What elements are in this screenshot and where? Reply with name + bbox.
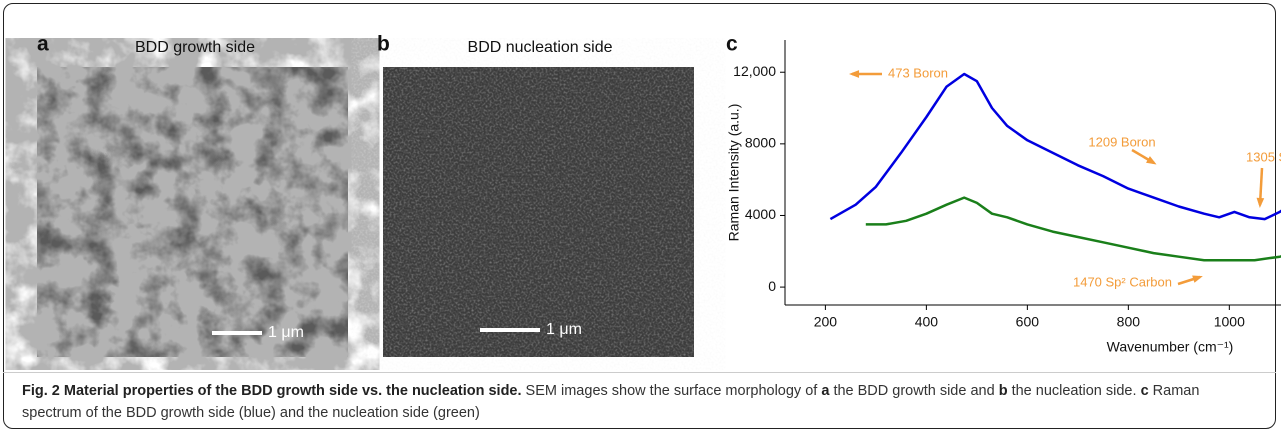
arrow-head [849,70,860,78]
x-tick-label: 200 [814,314,838,330]
panel-label: c [726,33,738,56]
arrow-head [1256,197,1265,208]
series-line [829,72,1281,221]
caption-text: c [1140,383,1149,399]
y-tick-label: 4000 [745,206,776,222]
panel-label: b [377,33,390,56]
figure: a BDD growth side 1 μm b BDD nucleation … [37,33,1281,357]
y-axis-label: Raman Intensity (a.u.) [726,104,742,242]
scale-label: 1 μm [546,321,582,338]
caption-text: the BDD growth side and [829,383,999,399]
series-line [865,196,1281,262]
annotation: 473 Boron [888,65,948,80]
caption: Fig. 2 Material properties of the BDD gr… [22,380,1262,424]
scale-label: 1 μm [268,324,304,341]
caption-text: b [998,383,1008,399]
annotation: 1470 Sp² Carbon [1073,274,1172,289]
sem-texture [383,67,694,357]
panel-title: BDD growth side [135,39,255,56]
panel-title: BDD nucleation side [468,39,613,56]
caption-text: Raman spectrum of the BDD growth side (b… [22,383,1200,421]
arrow-head [1192,275,1203,283]
arrow-head [1146,156,1157,165]
separator [3,372,1276,373]
x-tick-label: 800 [1117,314,1141,330]
annotation: 1209 Boron [1088,134,1155,149]
x-axis-label: Wavenumber (cm⁻¹) [1107,339,1234,355]
x-tick-label: 400 [915,314,939,330]
caption-title: Fig. 2 Material properties of the BDD gr… [22,383,522,399]
y-tick-label: 0 [768,278,776,294]
caption-text: a [821,383,830,399]
sem-texture [37,67,348,357]
panel-label: a [37,33,49,56]
x-tick-label: 1000 [1214,314,1245,330]
x-tick-label: 600 [1016,314,1040,330]
caption-text: the nucleation side. [1007,383,1141,399]
annotation: 1305 Sp³ Carbon [1246,149,1281,164]
figure-frame [3,3,1276,429]
y-tick-label: 8000 [745,135,776,151]
y-tick-label: 12,000 [733,63,776,79]
caption-text: SEM images show the surface morphology o… [521,383,822,399]
